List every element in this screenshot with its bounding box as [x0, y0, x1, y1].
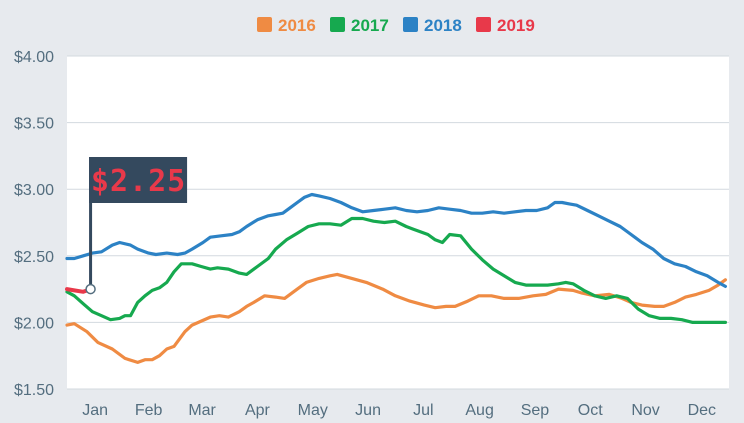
x-tick-label: Apr — [245, 402, 271, 419]
y-tick-label: $2.00 — [14, 315, 54, 332]
legend-swatch-2018 — [403, 17, 418, 32]
x-tick-label: Dec — [688, 402, 716, 419]
legend-label-2019: 2019 — [497, 16, 535, 35]
legend-label-2018: 2018 — [424, 16, 462, 35]
legend-swatch-2017 — [330, 17, 345, 32]
x-tick-label: May — [298, 402, 328, 419]
x-tick-label: Aug — [465, 402, 493, 419]
y-tick-label: $2.50 — [14, 249, 54, 266]
x-tick-label: Oct — [578, 402, 603, 419]
y-tick-label: $4.00 — [14, 49, 54, 66]
flag-box — [89, 157, 188, 203]
x-tick-label: Mar — [188, 402, 216, 419]
legend-label-2017: 2017 — [351, 16, 389, 35]
flag-marker — [85, 283, 96, 295]
x-tick-label: Nov — [631, 402, 659, 419]
x-tick-label: Feb — [135, 402, 163, 419]
legend-label-2016: 2016 — [278, 16, 316, 35]
x-tick-label: Sep — [521, 402, 550, 419]
series-line-2018 — [65, 192, 727, 288]
x-axis-ticks: Jan Feb Mar Apr May Jun Jul Aug Sep Oct Nov Dec — [82, 402, 716, 419]
x-tick-label: Jun — [355, 402, 381, 419]
legend-swatch-2016 — [257, 17, 272, 32]
x-tick-label: Jan — [82, 402, 108, 419]
y-tick-label: $3.50 — [14, 116, 54, 133]
legend-swatch-2019 — [476, 17, 491, 32]
price-flag-annotation: $2.25 — [85, 157, 188, 295]
x-tick-label: Jul — [413, 402, 433, 419]
series-line-2017 — [65, 216, 727, 324]
y-axis-ticks: $1.50 $2.00 $2.50 $3.00 $3.50 $4.00 — [14, 49, 54, 399]
flag-price-label: $2.25 — [91, 164, 186, 199]
y-tick-label: $1.50 — [14, 382, 54, 399]
legend: 2016 2017 2018 2019 — [257, 16, 535, 35]
y-tick-label: $3.00 — [14, 182, 54, 199]
series-lines — [65, 192, 727, 364]
